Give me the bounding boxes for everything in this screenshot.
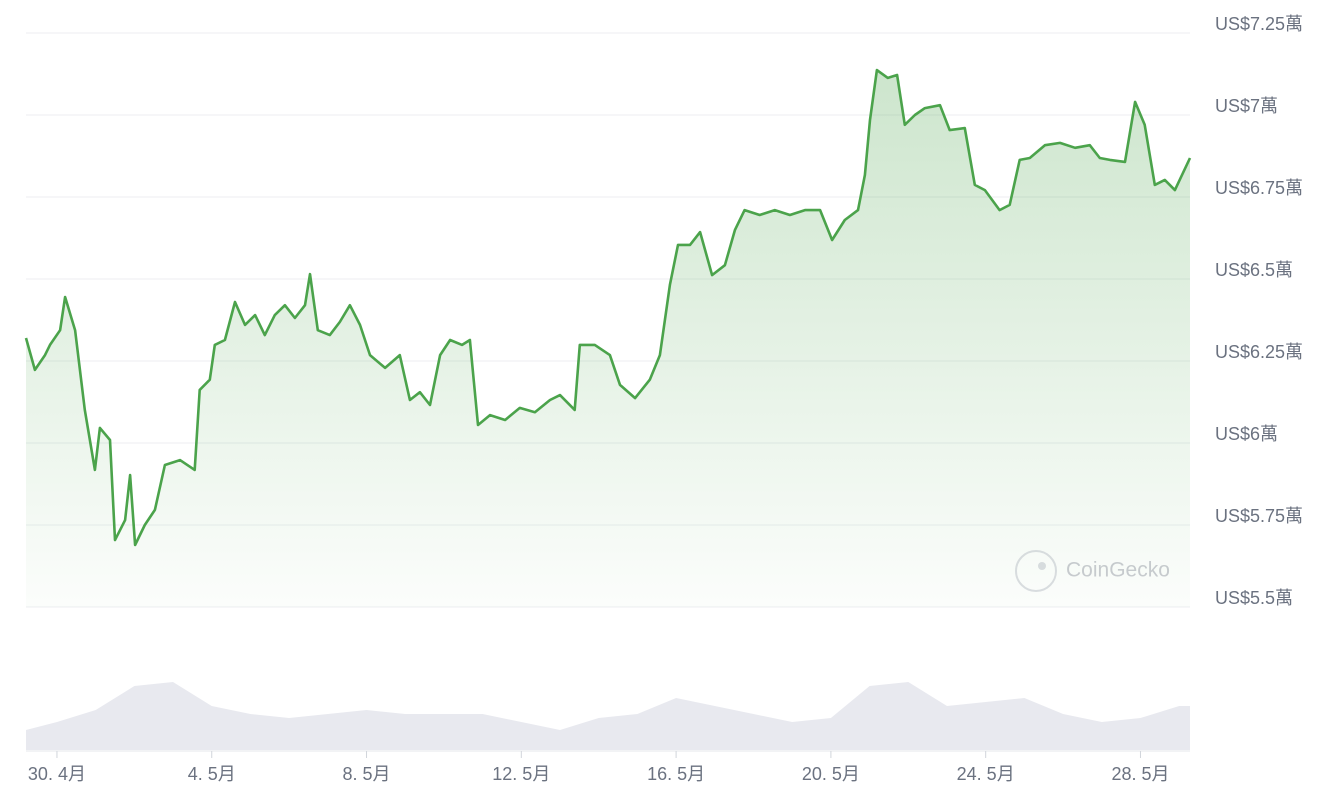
y-tick-label: US$6.25萬 <box>1215 342 1303 362</box>
x-tick-label: 12. 5月 <box>492 764 550 784</box>
price-area <box>26 70 1190 608</box>
y-tick-label: US$5.5萬 <box>1215 588 1293 608</box>
y-tick-label: US$7萬 <box>1215 96 1278 116</box>
x-tick-label: 30. 4月 <box>28 764 86 784</box>
y-tick-label: US$6.5萬 <box>1215 260 1293 280</box>
y-tick-label: US$6.75萬 <box>1215 178 1303 198</box>
x-tick-label: 20. 5月 <box>802 764 860 784</box>
watermark: CoinGecko <box>1015 550 1170 592</box>
x-tick-label: 16. 5月 <box>647 764 705 784</box>
y-tick-label: US$6萬 <box>1215 424 1278 444</box>
watermark-text: CoinGecko <box>1066 559 1170 582</box>
y-tick-label: US$5.75萬 <box>1215 506 1303 526</box>
y-tick-label: US$7.25萬 <box>1215 14 1303 34</box>
volume-area <box>26 682 1190 750</box>
price-line <box>24 68 1192 547</box>
x-tick-label: 4. 5月 <box>188 764 236 784</box>
x-tick-label: 24. 5月 <box>957 764 1015 784</box>
x-tick-label: 28. 5月 <box>1111 764 1169 784</box>
x-tick-label: 8. 5月 <box>343 764 391 784</box>
